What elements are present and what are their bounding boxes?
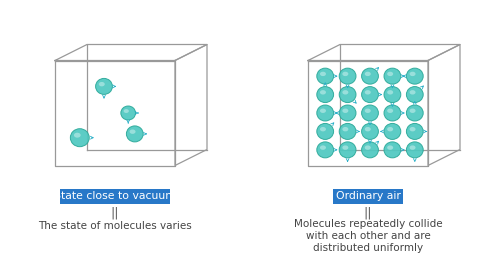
Ellipse shape	[384, 68, 401, 84]
Ellipse shape	[406, 123, 423, 139]
Ellipse shape	[384, 105, 401, 121]
Ellipse shape	[410, 127, 416, 132]
Text: State close to vacuum: State close to vacuum	[54, 191, 176, 201]
FancyBboxPatch shape	[333, 189, 403, 204]
Ellipse shape	[342, 109, 348, 113]
Text: ||: ||	[364, 207, 372, 219]
Ellipse shape	[342, 127, 348, 132]
Ellipse shape	[365, 90, 371, 95]
Text: ||: ||	[111, 207, 120, 219]
Ellipse shape	[387, 145, 393, 150]
Ellipse shape	[362, 142, 378, 158]
Ellipse shape	[410, 109, 416, 113]
Ellipse shape	[320, 127, 326, 132]
Ellipse shape	[406, 87, 423, 102]
Ellipse shape	[362, 105, 378, 121]
Ellipse shape	[410, 145, 416, 150]
Text: distributed uniformly: distributed uniformly	[313, 243, 423, 253]
Ellipse shape	[406, 68, 423, 84]
Ellipse shape	[99, 82, 105, 86]
Text: The state of molecules varies: The state of molecules varies	[38, 221, 192, 231]
Ellipse shape	[317, 142, 334, 158]
Text: with each other and are: with each other and are	[306, 231, 430, 241]
Ellipse shape	[130, 129, 136, 134]
Ellipse shape	[317, 68, 334, 84]
Ellipse shape	[74, 133, 80, 138]
Ellipse shape	[384, 123, 401, 139]
Ellipse shape	[362, 87, 378, 102]
Ellipse shape	[121, 106, 136, 120]
Ellipse shape	[96, 78, 112, 95]
Ellipse shape	[339, 87, 356, 102]
Ellipse shape	[339, 142, 356, 158]
Text: Molecules repeatedly collide: Molecules repeatedly collide	[294, 219, 442, 229]
Ellipse shape	[320, 72, 326, 76]
Ellipse shape	[320, 109, 326, 113]
Ellipse shape	[339, 105, 356, 121]
FancyBboxPatch shape	[60, 189, 170, 204]
Ellipse shape	[387, 72, 393, 76]
Ellipse shape	[124, 109, 129, 113]
Ellipse shape	[384, 87, 401, 102]
Text: Ordinary air: Ordinary air	[336, 191, 400, 201]
Ellipse shape	[70, 129, 89, 147]
Ellipse shape	[317, 87, 334, 102]
Ellipse shape	[362, 123, 378, 139]
Ellipse shape	[339, 68, 356, 84]
Ellipse shape	[320, 145, 326, 150]
Ellipse shape	[126, 126, 143, 142]
Ellipse shape	[365, 127, 371, 132]
Ellipse shape	[342, 145, 348, 150]
Ellipse shape	[410, 72, 416, 76]
Ellipse shape	[406, 105, 423, 121]
Ellipse shape	[342, 90, 348, 95]
Ellipse shape	[320, 90, 326, 95]
Ellipse shape	[362, 68, 378, 84]
Ellipse shape	[410, 90, 416, 95]
Ellipse shape	[342, 72, 348, 76]
Ellipse shape	[317, 105, 334, 121]
Ellipse shape	[387, 127, 393, 132]
Ellipse shape	[406, 142, 423, 158]
Ellipse shape	[365, 109, 371, 113]
Ellipse shape	[384, 142, 401, 158]
Ellipse shape	[317, 123, 334, 139]
Ellipse shape	[387, 109, 393, 113]
Ellipse shape	[365, 145, 371, 150]
Ellipse shape	[365, 72, 371, 76]
Ellipse shape	[387, 90, 393, 95]
Ellipse shape	[339, 123, 356, 139]
